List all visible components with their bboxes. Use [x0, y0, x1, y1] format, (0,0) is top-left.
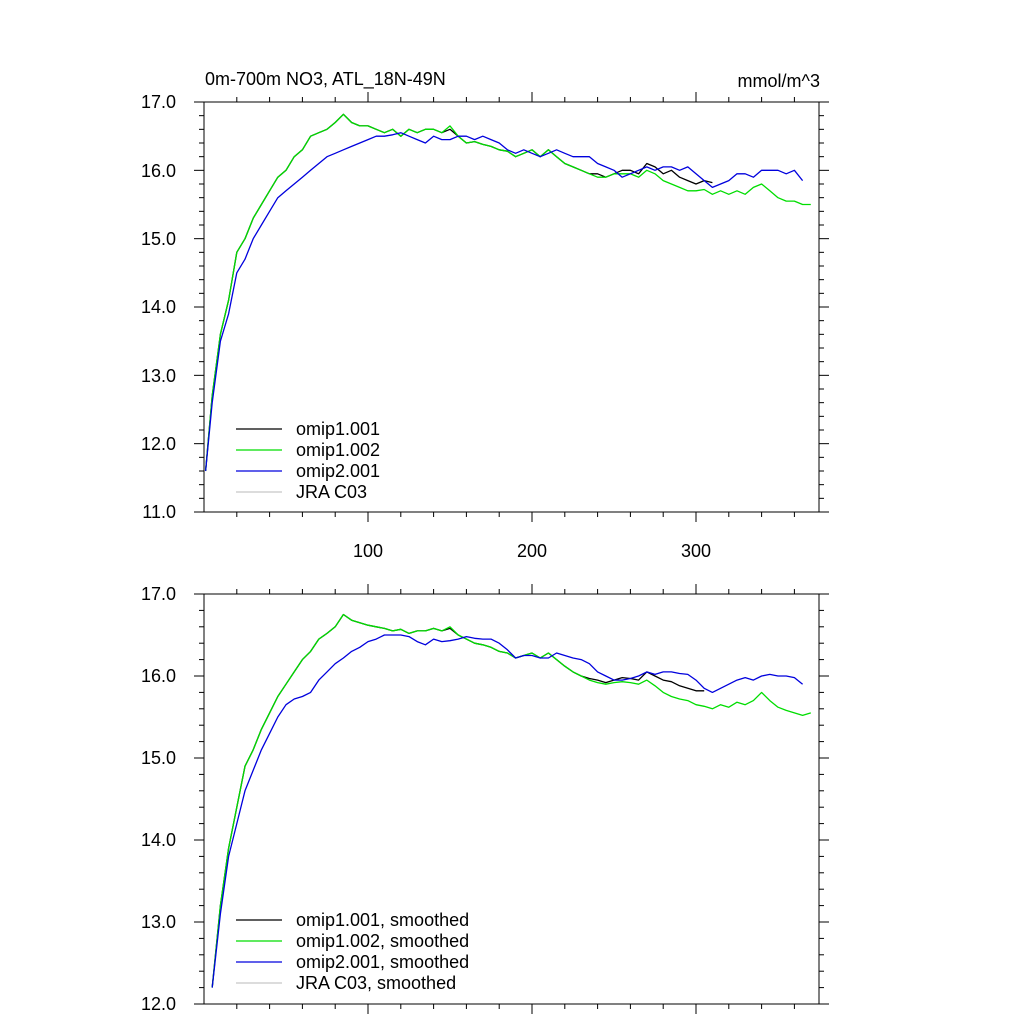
- top-axis-ticks: [194, 92, 829, 522]
- top-y-tick-label: 14.0: [141, 297, 176, 317]
- top-series-line-omip1-002: [204, 113, 811, 472]
- bottom-y-tick-labels: 12.0 13.0 14.0 15.0 16.0 17.0: [141, 584, 176, 1014]
- top-legend-label: omip1.001: [296, 419, 380, 439]
- top-legend-label: omip2.001: [296, 461, 380, 481]
- bottom-series-line-omip2-001-smoothed: [211, 634, 804, 988]
- bottom-y-tick-label: 17.0: [141, 584, 176, 604]
- bottom-legend: omip1.001, smoothed omip1.002, smoothed …: [236, 910, 469, 993]
- bottom-plot-frame: [203, 593, 820, 1005]
- bottom-legend-label: JRA C03, smoothed: [296, 973, 456, 993]
- top-chart-units: mmol/m^3: [738, 71, 820, 91]
- bottom-panel: 12.0 13.0 14.0 15.0 16.0 17.0 omip1.001,…: [141, 584, 829, 1014]
- bottom-legend-label: omip1.002, smoothed: [296, 931, 469, 951]
- top-legend-label: JRA C03: [296, 482, 367, 502]
- bottom-y-tick-label: 15.0: [141, 748, 176, 768]
- top-series-lines: [204, 113, 811, 472]
- bottom-y-tick-label: 13.0: [141, 912, 176, 932]
- top-y-tick-label: 12.0: [141, 434, 176, 454]
- top-y-tick-label: 13.0: [141, 366, 176, 386]
- bottom-series-line-omip1-002-smoothed: [211, 613, 811, 988]
- top-y-tick-label: 11.0: [142, 502, 176, 522]
- bottom-y-tick-label: 12.0: [141, 994, 176, 1014]
- bottom-legend-label: omip1.001, smoothed: [296, 910, 469, 930]
- bottom-y-tick-label: 14.0: [141, 830, 176, 850]
- top-y-tick-label: 15.0: [141, 229, 176, 249]
- top-x-tick-label: 100: [353, 541, 383, 561]
- top-x-tick-label: 200: [517, 541, 547, 561]
- top-chart-title: 0m-700m NO3, ATL_18N-49N: [205, 69, 446, 90]
- top-x-tick-label: 300: [681, 541, 711, 561]
- top-legend-label: omip1.002: [296, 440, 380, 460]
- top-x-tick-labels: 100 200 300: [353, 541, 711, 561]
- bottom-series-lines: [211, 613, 811, 988]
- top-legend: omip1.001 omip1.002 omip2.001 JRA C03: [236, 419, 380, 502]
- top-series-line-omip2-001: [204, 132, 804, 472]
- top-y-tick-label: 16.0: [141, 161, 176, 181]
- top-series-line-omip1-001: [204, 113, 713, 472]
- top-y-tick-labels: 11.0 12.0 13.0 14.0 15.0 16.0 17.0: [141, 92, 176, 522]
- bottom-axis-ticks: [194, 584, 829, 1014]
- bottom-y-tick-label: 16.0: [141, 666, 176, 686]
- top-y-tick-label: 17.0: [141, 92, 176, 112]
- bottom-legend-label: omip2.001, smoothed: [296, 952, 469, 972]
- top-panel: 0m-700m NO3, ATL_18N-49N mmol/m^3 11.0 1…: [141, 69, 829, 561]
